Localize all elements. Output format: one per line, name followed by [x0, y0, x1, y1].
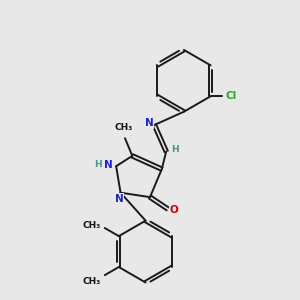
Text: N: N — [103, 160, 112, 170]
Text: CH₃: CH₃ — [82, 221, 100, 230]
Text: H: H — [94, 160, 101, 169]
Text: CH₃: CH₃ — [82, 277, 100, 286]
Text: Cl: Cl — [225, 91, 236, 101]
Text: CH₃: CH₃ — [114, 123, 133, 132]
Text: N: N — [145, 118, 154, 128]
Text: H: H — [171, 146, 179, 154]
Text: N: N — [115, 194, 124, 204]
Text: O: O — [170, 206, 178, 215]
